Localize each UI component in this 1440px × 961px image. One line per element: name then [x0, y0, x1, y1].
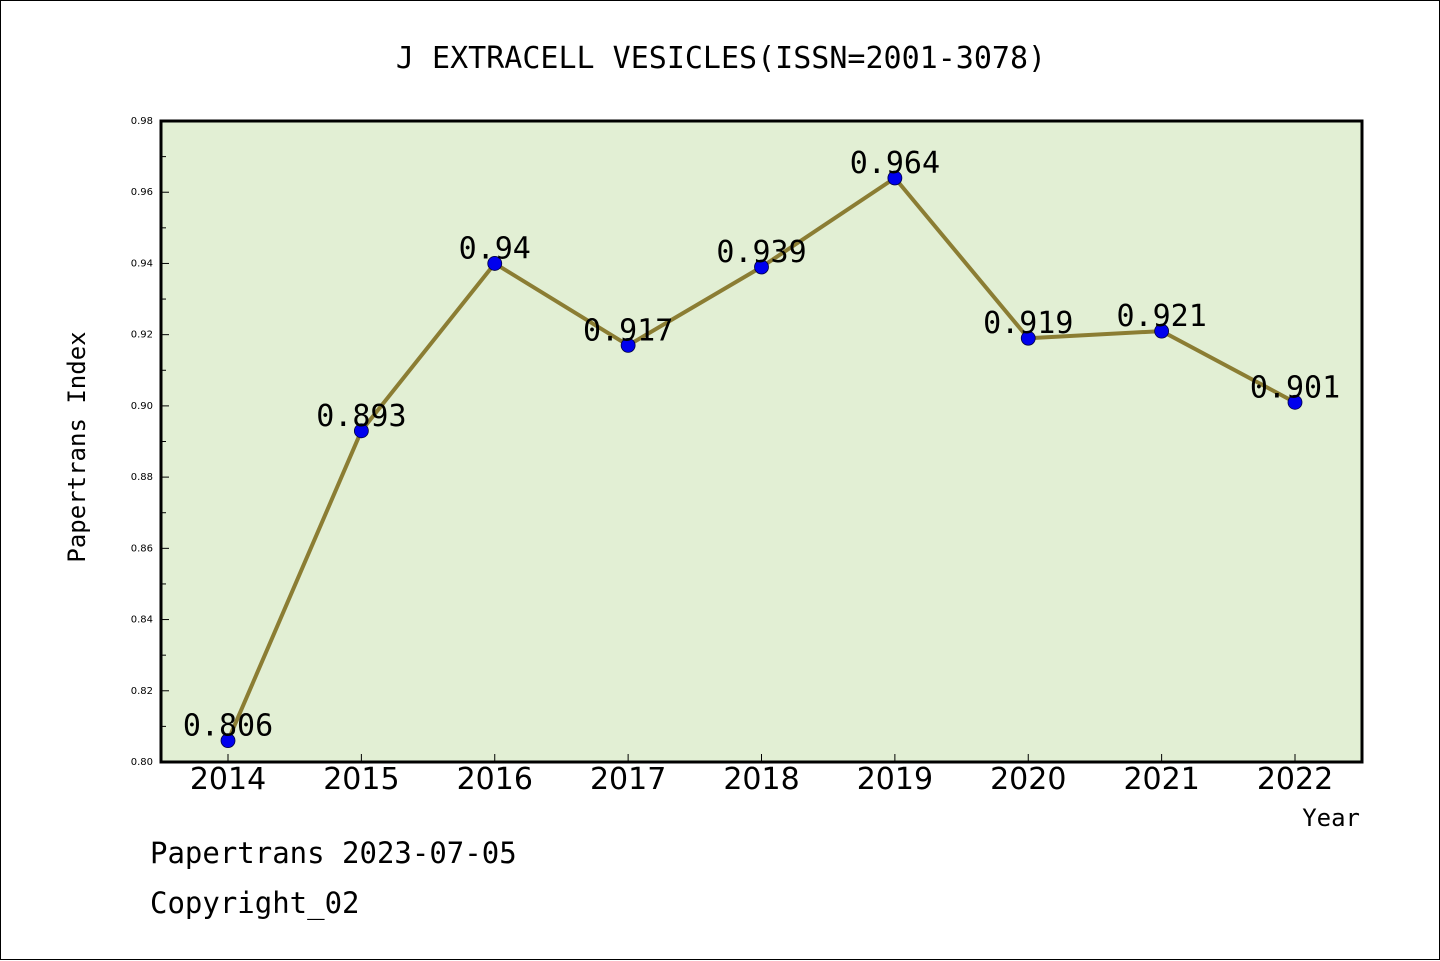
y-tick-label: 0.84	[131, 615, 153, 626]
data-point	[1287, 394, 1303, 410]
data-point	[620, 337, 636, 353]
footer-source: Papertrans 2023-07-05	[150, 836, 517, 870]
x-tick-label: 2015	[323, 762, 399, 797]
y-tick-label: 0.98	[131, 116, 153, 127]
y-axis: 0.80 0.82 0.84 0.86 0.88 0.90 0.92 0.94 0.96 0.98	[131, 116, 169, 768]
data-label: 0.964	[850, 146, 940, 181]
series	[220, 170, 1303, 749]
data-labels: 0.806 0.893 0.94 0.917 0.939 0.964 0.919 0.921 0…	[183, 146, 1340, 744]
y-tick-label: 0.92	[131, 330, 153, 341]
chart-title: J EXTRACELL VESICLES(ISSN=2001-3078)	[396, 41, 1046, 76]
y-tick-label: 0.94	[131, 258, 153, 269]
data-label: 0.917	[583, 313, 673, 348]
x-tick-label: 2014	[190, 762, 266, 797]
data-point	[754, 259, 769, 275]
x-tick-label: 2021	[1123, 762, 1199, 797]
y-tick-label: 0.96	[131, 187, 153, 198]
data-label: 0.939	[716, 235, 806, 270]
data-label: 0.806	[183, 709, 273, 744]
footer-copyright: Copyright_02	[150, 886, 360, 920]
data-label: 0.921	[1116, 299, 1206, 334]
data-point	[1020, 330, 1036, 346]
data-point	[487, 256, 503, 271]
data-point	[1154, 323, 1170, 339]
x-tick-label: 2019	[857, 762, 933, 797]
x-axis: 2014 2015 2016 2017 2018 2019 2020 2021 2022	[190, 754, 1333, 797]
data-point	[220, 733, 236, 749]
x-tick-label: 2018	[723, 762, 799, 797]
data-label: 0.919	[983, 306, 1073, 341]
data-label: 0.94	[459, 231, 531, 266]
y-tick-label: 0.90	[131, 401, 153, 412]
y-axis-title: Papertrans Index	[63, 331, 91, 562]
y-tick-label: 0.80	[131, 757, 153, 768]
x-tick-label: 2020	[990, 762, 1066, 797]
x-tick-label: 2016	[457, 762, 533, 797]
data-label: 0.893	[316, 399, 406, 434]
y-tick-label: 0.86	[131, 543, 153, 554]
x-axis-title: Year	[1302, 804, 1360, 832]
plot-area	[159, 119, 1364, 764]
x-tick-label: 2022	[1257, 762, 1333, 797]
y-tick-label: 0.88	[131, 472, 153, 483]
data-point	[353, 423, 369, 439]
x-tick-label: 2017	[590, 762, 666, 797]
y-tick-label: 0.82	[131, 686, 153, 697]
data-point	[887, 170, 903, 186]
data-label: 0.901	[1250, 370, 1340, 405]
